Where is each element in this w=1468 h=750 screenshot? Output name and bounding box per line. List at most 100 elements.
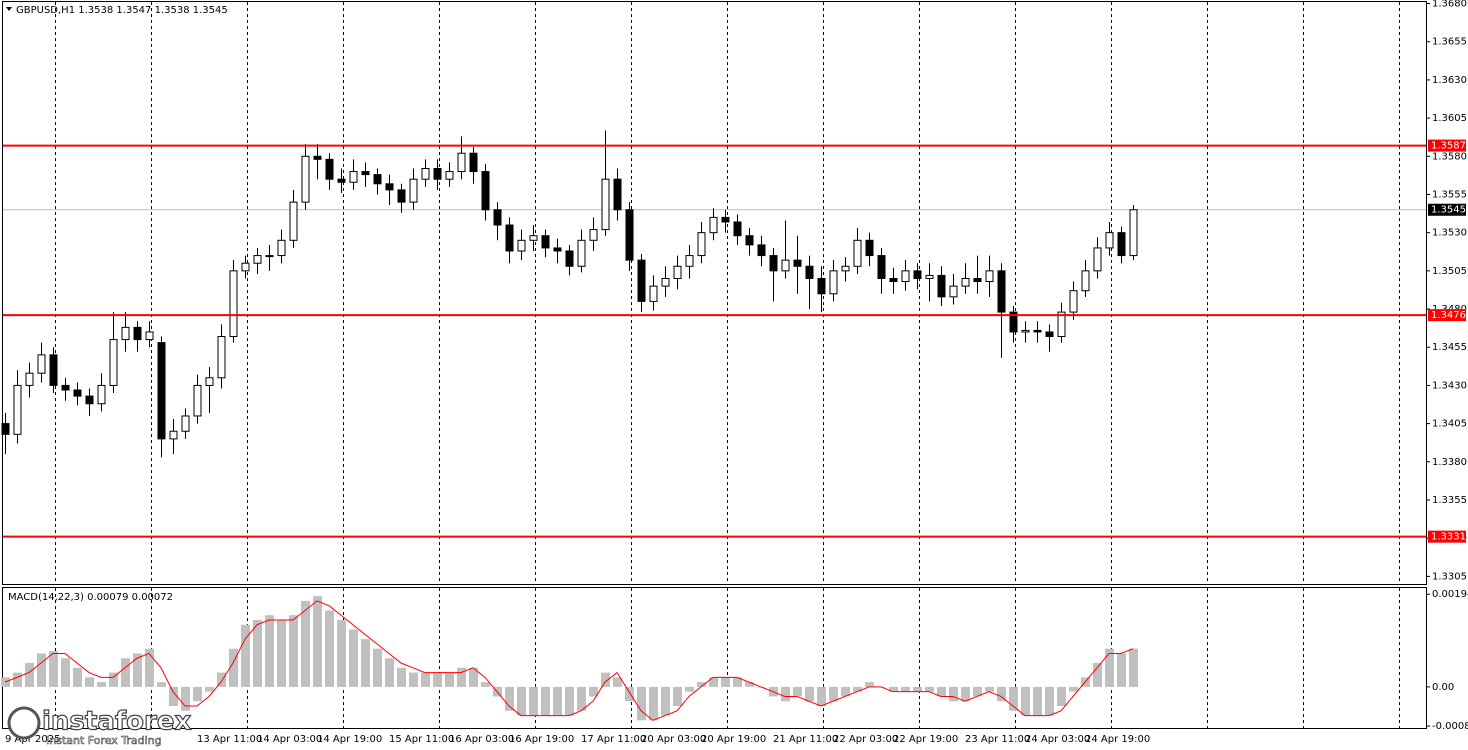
candle-body (109, 339, 118, 386)
macd-bar (637, 686, 646, 721)
candle-body (1057, 311, 1066, 338)
macd-bar (349, 629, 358, 687)
candle-body (397, 189, 406, 203)
candle-body (445, 171, 454, 180)
macd-bar (301, 600, 310, 687)
y-tick-label: 1.3505 (1432, 266, 1467, 277)
candle-body (601, 178, 610, 231)
candle-body (385, 183, 394, 191)
macd-bar (445, 672, 454, 687)
macd-bar (913, 686, 922, 692)
macd-bar (61, 658, 70, 687)
candle-body (1093, 247, 1102, 272)
candle-body (361, 171, 370, 176)
macd-bar (745, 682, 754, 687)
macd-bar (829, 686, 838, 702)
y-tick-label: 0.00194 (1432, 589, 1468, 600)
candle-body (745, 235, 754, 246)
candle-body (97, 384, 106, 405)
macd-bar (853, 686, 862, 692)
logo-icon (7, 706, 41, 740)
macd-bar (577, 686, 586, 711)
macd-bar (265, 615, 274, 687)
level-tag (1428, 530, 1466, 543)
macd-bar (529, 686, 538, 716)
candle-body (733, 221, 742, 237)
y-tick-label: 1.3455 (1432, 342, 1467, 353)
macd-bar (937, 686, 946, 697)
macd-bar (961, 686, 970, 702)
candle-body (73, 389, 82, 397)
candle-body (253, 255, 262, 264)
candle-body (937, 274, 946, 298)
candle-body (1021, 329, 1030, 333)
x-tick-label: 22 Apr 03:00 (833, 734, 898, 745)
macd-bar (109, 672, 118, 687)
candle-body (325, 158, 334, 180)
macd-bar (673, 686, 682, 707)
candle-body (637, 259, 646, 302)
time-grid (55, 2, 1400, 728)
x-tick-label: 14 Apr 19:00 (317, 734, 382, 745)
candle-body (85, 395, 94, 405)
chart-title: GBPUSD,H1 1.3538 1.3547 1.3538 1.3545 (16, 5, 228, 16)
macd-bar (601, 672, 610, 687)
macd-bar (973, 686, 982, 697)
macd-bar (1105, 648, 1114, 687)
x-tick-label: 16 Apr 19:00 (509, 734, 574, 745)
candle-body (1009, 311, 1018, 333)
macd-bar (685, 686, 694, 692)
watermark-tagline: Instant Forex Trading (46, 734, 162, 747)
candle-body (1081, 270, 1090, 292)
candle-body (1045, 331, 1054, 338)
macd-bar (553, 686, 562, 716)
y-tick-label: 1.3380 (1432, 457, 1467, 468)
macd-bar (205, 686, 214, 692)
y-tick-label: 1.3555 (1432, 189, 1467, 200)
candle-body (589, 229, 598, 241)
macd-bar (625, 686, 634, 702)
macd-bar (181, 686, 190, 711)
macd-bar (421, 672, 430, 687)
y-tick-label: 0.00 (1432, 682, 1454, 693)
macd-bar (481, 682, 490, 687)
candle-body (13, 384, 22, 435)
macd-bar (73, 667, 82, 687)
macd-bar (229, 648, 238, 687)
macd-bar (121, 658, 130, 687)
y-tick-label: 1.3680 (1432, 0, 1467, 10)
candle-body (889, 277, 898, 283)
candle-body (877, 255, 886, 279)
y-tick-label: 1.3405 (1432, 419, 1467, 430)
level-label: 1.3476 (1431, 310, 1466, 321)
level-label: 1.3587 (1431, 141, 1466, 152)
macd-bar (397, 667, 406, 687)
candle-body (661, 277, 670, 287)
x-tick-label: 17 Apr 11:00 (581, 734, 646, 745)
candle-body (37, 354, 46, 374)
candle-body (157, 342, 166, 440)
candle-body (49, 354, 58, 386)
macd-bar (1033, 686, 1042, 716)
candle-body (301, 155, 310, 203)
macd-bar (805, 686, 814, 702)
candle-body (193, 384, 202, 417)
candle-body (997, 270, 1006, 313)
macd-bar (133, 653, 142, 687)
candle-body (493, 209, 502, 226)
macd-bar (661, 686, 670, 716)
current-price-tag (1428, 203, 1466, 216)
candle-body (529, 235, 538, 241)
macd-bar (709, 677, 718, 687)
signal-line (4, 600, 1134, 721)
macd-bar (985, 686, 994, 692)
y-tick-label: 1.3630 (1432, 75, 1467, 86)
y-tick-label: -0.00082 (1432, 721, 1468, 732)
x-tick-label: 24 Apr 19:00 (1085, 734, 1150, 745)
y-tick-label: 1.3530 (1432, 228, 1467, 239)
level-tag (1428, 309, 1466, 322)
candle-body (1033, 329, 1042, 333)
macd-bar (697, 682, 706, 687)
macd-bar (97, 682, 106, 687)
macd-bar (949, 686, 958, 702)
